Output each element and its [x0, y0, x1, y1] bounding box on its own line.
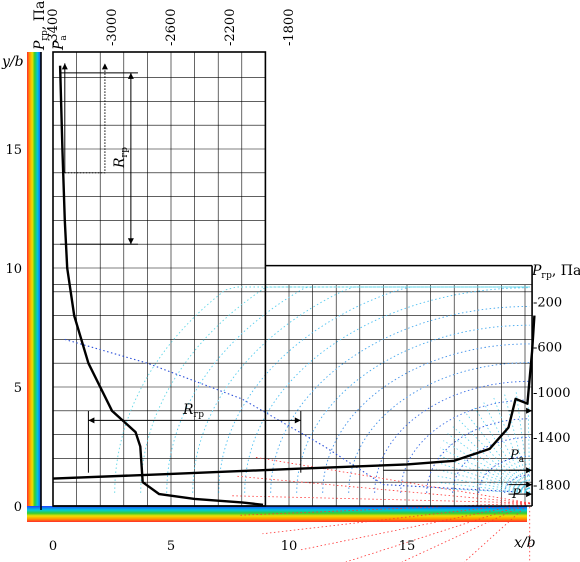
contour-arc: [192, 286, 530, 493]
arrowhead: [101, 63, 108, 70]
x-tick-label: 15: [399, 539, 416, 554]
flow-band-vertical: [27, 52, 41, 522]
grid-lines: [52, 52, 533, 507]
right-tick-label: -1400: [533, 431, 570, 446]
contour-arc: [244, 287, 530, 493]
series-vertical_pressure_profile: [58, 65, 264, 506]
x-tick-label: 0: [49, 539, 57, 554]
pa-right-label: Pa: [509, 448, 525, 465]
r-horizontal-label: Rгр: [182, 402, 204, 420]
y-tick-label: 5: [14, 381, 22, 396]
contour-arc: [478, 455, 530, 493]
top-tick-label: -1800: [282, 9, 297, 46]
r-vertical-label: Rгр: [112, 147, 130, 169]
contour-ray: [466, 413, 531, 494]
contour-arc: [140, 286, 530, 493]
contour-ray: [447, 433, 530, 494]
red-ray: [464, 502, 530, 562]
p-right-label: P: [511, 487, 521, 502]
contour-ray: [483, 402, 531, 494]
contour-ray: [439, 447, 530, 494]
y-tick-label: 15: [5, 143, 22, 158]
red-ray: [239, 502, 530, 516]
vertical-panel-frame: [52, 51, 267, 507]
y-tick-label: 0: [14, 500, 22, 515]
right-tick-label: -200: [533, 295, 562, 310]
arrowhead: [127, 72, 134, 79]
y-axis-label: y/b: [1, 54, 24, 70]
contour-ray: [437, 454, 530, 494]
red-ray: [262, 502, 530, 535]
series-lines: [52, 65, 536, 506]
right-tick-label: -600: [533, 341, 562, 356]
contour-ray: [437, 482, 530, 494]
tick-labels: 0 5 10 15 0 5 10 15 -3400 -3000 -2600 -2200 -1800 -20…: [5, 9, 570, 554]
pa-top-label: Pa: [51, 35, 69, 51]
contour-ray: [493, 397, 531, 494]
x-tick-label: 10: [281, 539, 298, 554]
series-horizontal_pressure_profile: [52, 315, 536, 480]
red-ray: [254, 456, 530, 504]
top-tick-label: -3000: [105, 9, 120, 46]
arrowhead: [526, 407, 533, 414]
right-axis-label: Pгр, Па: [531, 263, 580, 281]
x-axis-label: x/b: [514, 535, 536, 551]
arrowhead: [294, 417, 301, 424]
arrowhead: [526, 491, 533, 498]
red-ray: [229, 495, 530, 504]
contour-ray: [435, 468, 530, 494]
red-ray: [401, 502, 530, 562]
contour-ray: [436, 461, 530, 494]
arrowhead: [127, 238, 134, 245]
top-tick-label: -2200: [223, 9, 238, 46]
contour-ray: [474, 407, 531, 494]
contour-ray: [439, 488, 530, 494]
contour-arc: [166, 286, 530, 493]
top-tick-label: -2600: [164, 9, 179, 46]
y-tick-label: 10: [5, 262, 22, 277]
contour-ray: [504, 393, 531, 494]
contour-lines: [64, 286, 531, 562]
contour-ray: [452, 426, 530, 494]
contour-ray: [515, 389, 531, 493]
red-ray: [298, 502, 530, 551]
contour-ray: [458, 419, 531, 494]
top-axis-label: Pгр, Па: [32, 1, 50, 51]
contour-arc: [270, 305, 530, 493]
chart-frames: [40, 51, 533, 510]
pa-dotted-box: [64, 63, 106, 174]
right-tick-label: -1000: [533, 386, 570, 401]
contour-ray: [527, 387, 531, 493]
arrowhead: [61, 63, 68, 70]
contour-arc: [114, 286, 530, 493]
right-tick-label: -1800: [533, 479, 570, 494]
arrowhead: [526, 481, 533, 488]
red-ray: [345, 502, 530, 562]
arrowhead: [88, 417, 95, 424]
contour-arc: [296, 324, 530, 493]
x-tick-label: 5: [167, 539, 175, 554]
top-tick-label: -3400: [46, 9, 61, 46]
contour-arc: [400, 399, 530, 493]
red-ray: [234, 475, 530, 504]
dimension-lines: [60, 63, 533, 498]
contour-arc: [426, 418, 530, 493]
